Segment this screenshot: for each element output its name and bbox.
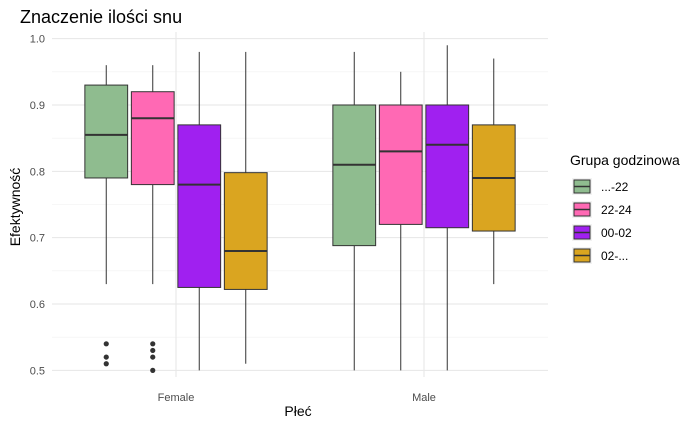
y-tick-labels: 0.5 0.6 0.7 0.8 0.9 1.0 [30,34,45,378]
outlier-point [150,341,156,347]
box [130,91,175,186]
box [223,172,268,290]
box-group [471,58,516,285]
box-group [425,45,470,371]
y-axis-title: Efektywność [7,168,23,247]
outlier-point [150,367,156,373]
legend-label: 22-24 [601,203,632,217]
y-tick-label: 1.0 [30,34,45,46]
legend-label: ...-22 [601,180,629,194]
box [332,104,377,247]
x-axis-title: Płeć [284,403,311,419]
y-tick-label: 0.9 [30,100,45,112]
legend-title: Grupa godzinowa [570,152,680,168]
box-group [378,71,423,371]
legend-item: 02-... [572,247,628,264]
legend-item: ...-22 [572,178,629,195]
box [177,124,222,288]
boxplots [84,45,516,373]
outlier-point [150,347,156,354]
box-group [223,51,268,364]
x-tick-labels: Female Male [158,392,436,404]
legend-label: 02-... [601,249,628,263]
box [84,84,129,179]
outlier-point [103,361,109,367]
legend-label: 00-02 [601,226,632,240]
box [425,104,470,229]
box-group [130,65,175,373]
box-group [177,51,222,371]
y-tick-label: 0.5 [30,365,45,377]
box-group [84,65,129,367]
outlier-point [103,354,109,360]
y-tick-label: 0.6 [30,299,45,311]
legend-item: 00-02 [572,224,632,241]
legend-item: 22-24 [572,201,632,218]
y-tick-label: 0.7 [30,233,45,245]
grid [52,32,548,377]
x-tick-label: Male [412,392,436,404]
chart-title: Znaczenie ilości snu [20,7,182,27]
box [378,104,423,225]
x-tick-label: Female [158,392,195,404]
outlier-point [103,341,109,347]
legend: Grupa godzinowa ...-22 22-24 00-02 02-... [570,152,680,264]
outlier-point [150,354,156,360]
y-tick-label: 0.8 [30,166,45,178]
box-group [332,51,377,371]
